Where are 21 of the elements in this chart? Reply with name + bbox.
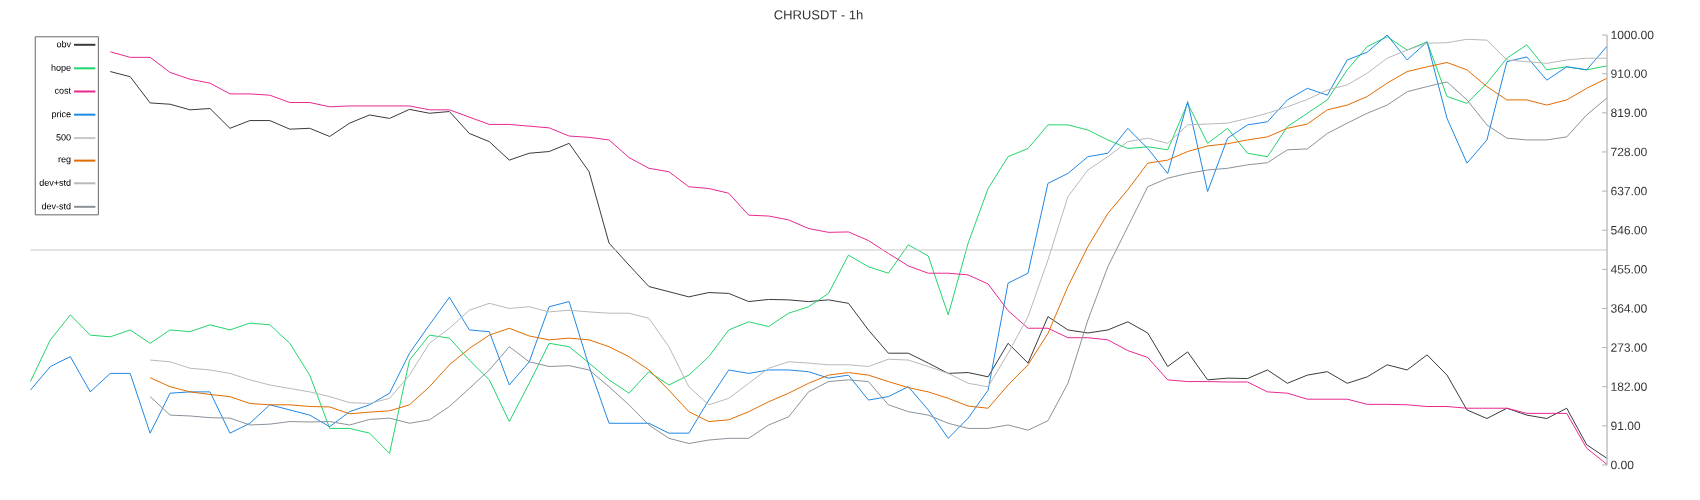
legend-label: 500 bbox=[56, 134, 71, 141]
chart-title: CHRUSDT - 1h bbox=[774, 9, 863, 20]
y-tick-label: 91.00 bbox=[1611, 421, 1641, 431]
y-tick-label: 910.00 bbox=[1611, 69, 1647, 78]
legend-label: dev-std bbox=[41, 202, 71, 210]
y-tick-label: 546.00 bbox=[1611, 225, 1647, 235]
y-tick-label: 364.00 bbox=[1611, 304, 1647, 313]
y-tick-label: 182.00 bbox=[1611, 382, 1647, 391]
y-tick-label: 728.00 bbox=[1611, 147, 1647, 157]
legend-label: hope bbox=[51, 64, 71, 73]
y-tick-label: 455.00 bbox=[1610, 265, 1647, 274]
y-tick-label: 1000.00 bbox=[1611, 30, 1654, 40]
legend-label: cost bbox=[54, 87, 71, 94]
y-tick-label: 0.00 bbox=[1611, 460, 1634, 470]
legend-label: reg bbox=[58, 157, 71, 165]
legend-label: obv bbox=[56, 40, 71, 48]
legend-label: dev+std bbox=[39, 179, 71, 186]
y-tick-label: 273.00 bbox=[1611, 343, 1647, 352]
y-tick-label: 637.00 bbox=[1611, 186, 1647, 196]
legend-label: price bbox=[52, 110, 71, 120]
y-tick-label: 819.00 bbox=[1611, 108, 1647, 118]
